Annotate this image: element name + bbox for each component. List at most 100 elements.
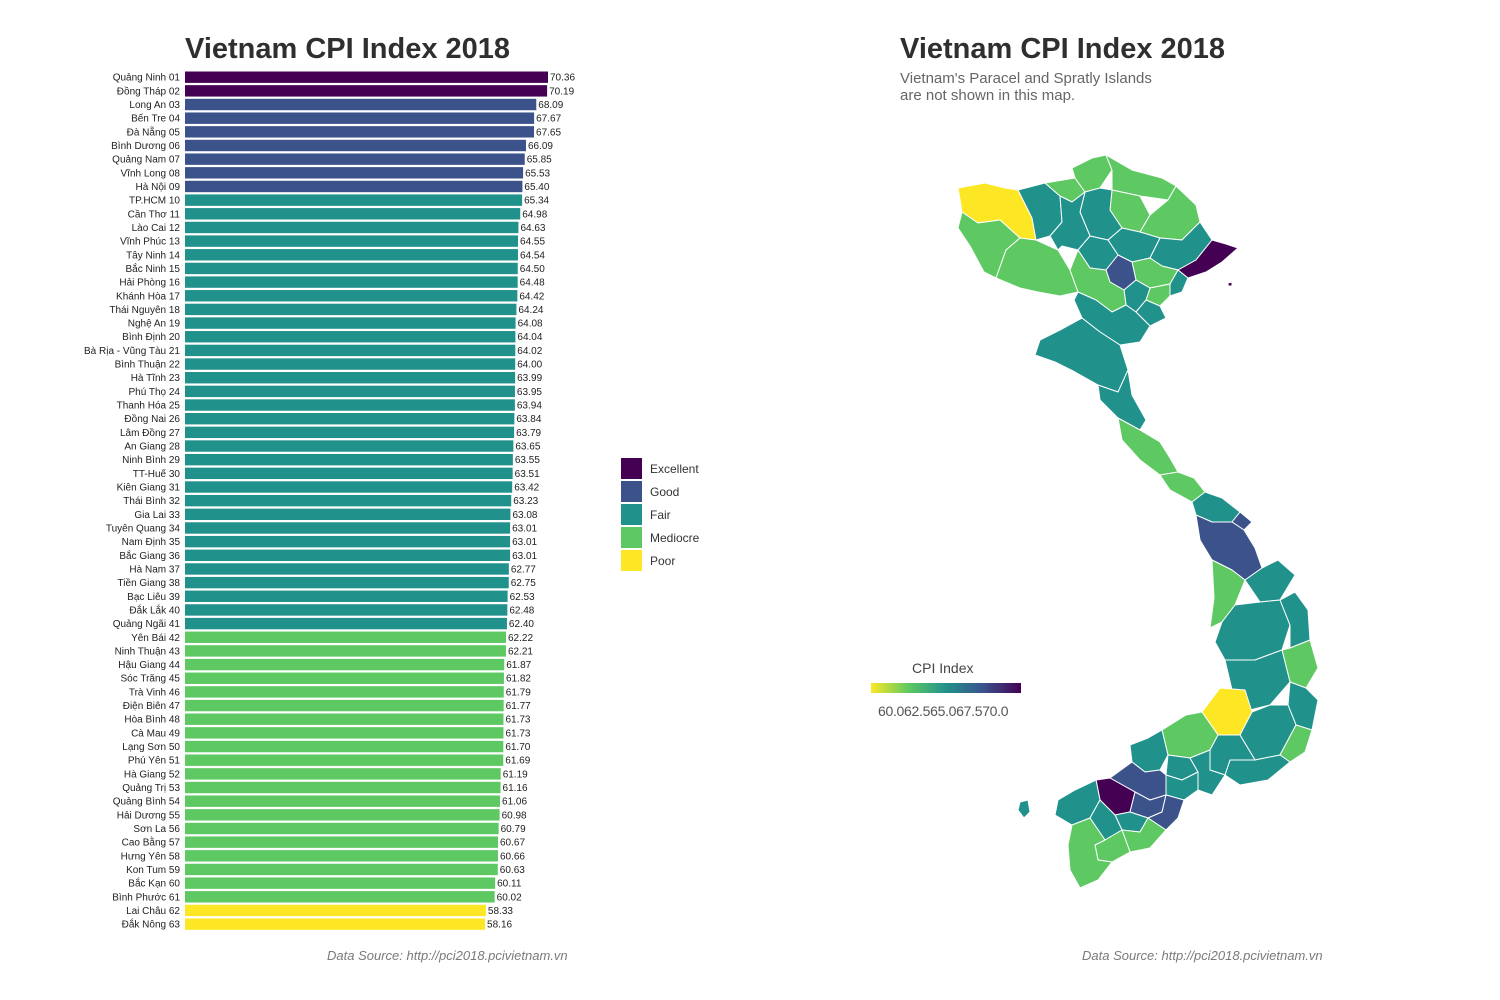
category-label: Ninh Thuận 43: [115, 646, 181, 657]
map-province: [1139, 185, 1201, 241]
value-label: 64.08: [518, 319, 543, 330]
map-province: [1073, 291, 1151, 346]
map-province: [1147, 794, 1185, 831]
value-label: 61.87: [506, 660, 531, 671]
category-label: Đà Nẵng 05: [127, 125, 181, 138]
bar: [185, 194, 523, 206]
bar: [185, 235, 519, 247]
map-province: [1209, 734, 1256, 776]
map-legend-title: CPI Index: [912, 660, 974, 676]
value-label: 61.19: [503, 769, 528, 780]
value-label: 64.42: [519, 291, 544, 302]
legend-label: Poor: [650, 553, 676, 568]
bar: [185, 153, 525, 165]
map-province: [1054, 779, 1101, 826]
category-label: Bạc Liêu 39: [127, 592, 180, 603]
value-label: 61.79: [506, 687, 531, 698]
value-label: 61.06: [502, 797, 527, 808]
map-province: [1105, 254, 1137, 291]
value-label: 61.82: [506, 674, 531, 685]
value-label: 62.48: [509, 605, 534, 616]
map-province: [1067, 817, 1113, 889]
bar: [185, 481, 513, 493]
bar: [185, 645, 506, 657]
bar: [185, 877, 496, 889]
bar: [185, 863, 498, 876]
map-province: [1177, 239, 1239, 279]
bar: [185, 850, 498, 862]
bar: [185, 672, 504, 684]
map-province: [1145, 283, 1171, 307]
map-province: [1129, 791, 1167, 819]
legend-item: Poor: [621, 549, 699, 572]
category-label: TT-Huế 30: [133, 468, 181, 480]
category-label: Nghệ An 19: [128, 319, 181, 330]
value-label: 60.67: [500, 838, 525, 849]
bar: [185, 303, 517, 316]
bar: [185, 399, 515, 411]
map-province: [1135, 299, 1167, 327]
category-label: Hà Nam 37: [129, 564, 180, 575]
value-label: 61.69: [505, 756, 530, 767]
value-label: 67.67: [536, 114, 561, 125]
category-label: Yên Bái 42: [131, 633, 180, 644]
bar: [185, 740, 504, 753]
value-label: 63.01: [512, 523, 537, 534]
legend-label: Mediocre: [650, 530, 700, 545]
bar: [185, 98, 537, 111]
map-source-caption: Data Source: http://pci2018.pcivietnam.v…: [1082, 948, 1323, 963]
bar: [185, 372, 516, 384]
value-label: 65.85: [527, 155, 552, 166]
category-label: Tuyên Quang 34: [106, 523, 181, 534]
bar: [185, 208, 521, 220]
bar: [185, 344, 516, 357]
value-label: 70.36: [550, 73, 575, 84]
map-province: [1109, 761, 1167, 801]
bar: [185, 617, 507, 630]
map-subtitle-line-1: Vietnam's Paracel and Spratly Islands: [900, 70, 1152, 87]
category-label: TP.HCM 10: [129, 196, 180, 207]
category-label: Đồng Tháp 02: [117, 85, 181, 97]
bar-chart: Quảng Ninh 01 70.36 Đồng Tháp 02 70.19 Long …: [84, 71, 575, 931]
category-legend: Excellent Good Fair Mediocre Poor: [621, 457, 699, 572]
category-label: Cần Thơ 11: [128, 208, 181, 220]
map-province: [1279, 591, 1311, 649]
bar: [185, 71, 548, 83]
bar: [185, 522, 511, 534]
value-label: 68.09: [538, 100, 563, 111]
map-province: [1017, 182, 1063, 241]
category-label: Hải Dương 55: [117, 810, 181, 821]
bar: [185, 836, 499, 848]
category-label: Thái Nguyên 18: [109, 305, 180, 316]
value-label: 63.84: [516, 414, 541, 425]
value-label: 63.79: [516, 428, 541, 439]
category-label: Kiên Giang 31: [117, 483, 181, 494]
category-label: Cao Bằng 57: [122, 836, 181, 849]
value-label: 64.98: [522, 209, 547, 220]
bar: [185, 494, 512, 507]
category-label: Hòa Bình 48: [124, 715, 180, 726]
category-label: Hà Giang 52: [124, 769, 181, 780]
value-label: 63.55: [515, 455, 540, 466]
value-label: 63.94: [517, 401, 542, 412]
map-province: [1121, 817, 1167, 853]
value-label: 61.16: [503, 783, 528, 794]
category-label: Trà Vinh 46: [129, 687, 181, 698]
bar: [185, 139, 526, 152]
value-label: 64.54: [520, 250, 545, 261]
legend-swatch: [621, 504, 642, 525]
category-label: Bắc Giang 36: [119, 549, 180, 562]
bar: [185, 385, 515, 398]
map-province: [1131, 257, 1179, 289]
category-label: An Giang 28: [124, 442, 180, 453]
map-province: [1071, 154, 1113, 193]
map-province: [1097, 369, 1147, 431]
category-label: Thanh Hóa 25: [117, 401, 181, 412]
value-label: 66.09: [528, 141, 553, 152]
map-province: [1161, 711, 1219, 759]
value-label: 61.73: [505, 715, 530, 726]
bar: [185, 358, 516, 370]
value-label: 62.53: [510, 592, 535, 603]
bar: [185, 631, 507, 643]
bar: [185, 822, 499, 835]
